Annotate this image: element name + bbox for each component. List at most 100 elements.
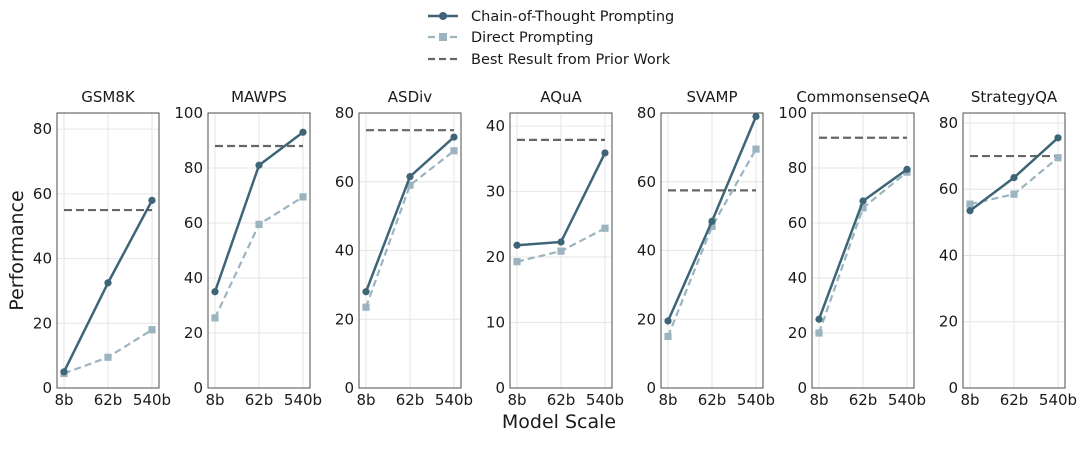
panel-frame-svamp: [660, 112, 764, 389]
panel-title-mawps: MAWPS: [231, 88, 287, 106]
x-tick-label-commonsenseqa-8b: 8b: [809, 391, 828, 409]
y-tick-label-mawps-40: 40: [184, 269, 203, 287]
x-tick-label-aqua-8b: 8b: [507, 391, 526, 409]
x-tick-label-strategyqa-62b: 62b: [1000, 391, 1029, 409]
data-point-cot-commonsenseqa-540b: [903, 165, 911, 173]
data-point-direct-aqua-62b: [557, 247, 565, 255]
y-tick-label-mawps-60: 60: [184, 214, 203, 232]
y-tick-label-svamp-80: 80: [637, 104, 656, 122]
data-point-cot-strategyqa-62b: [1010, 174, 1018, 182]
y-tick-label-gsm8k-40: 40: [33, 250, 52, 268]
data-point-cot-gsm8k-8b: [60, 368, 68, 376]
x-tick-label-strategyqa-8b: 8b: [960, 391, 979, 409]
panel-frame-gsm8k: [56, 112, 160, 389]
data-point-direct-svamp-540b: [752, 145, 760, 153]
y-tick-label-asdiv-60: 60: [335, 173, 354, 191]
x-tick-label-commonsenseqa-62b: 62b: [849, 391, 878, 409]
legend-marker-direct-prompting: [439, 33, 447, 41]
y-tick-label-gsm8k-20: 20: [33, 314, 52, 332]
panel-frame-commonsenseqa: [811, 112, 915, 389]
panel-frame-strategyqa: [962, 112, 1066, 389]
data-point-cot-aqua-62b: [557, 238, 565, 246]
data-point-cot-mawps-8b: [211, 288, 219, 296]
data-point-direct-svamp-62b: [708, 222, 716, 231]
data-point-direct-mawps-62b: [255, 220, 263, 228]
legend-marker-chain-of-thought-prompting: [439, 12, 447, 20]
y-tick-label-asdiv-20: 20: [335, 310, 354, 328]
data-point-cot-mawps-62b: [255, 161, 263, 169]
panel-title-strategyqa: StrategyQA: [971, 88, 1058, 106]
x-tick-label-gsm8k-62b: 62b: [94, 391, 123, 409]
series-line-direct-asdiv: [364, 149, 455, 308]
data-point-direct-aqua-8b: [513, 258, 521, 266]
y-tick-label-strategyqa-20: 20: [939, 313, 958, 331]
panel-title-asdiv: ASDiv: [388, 88, 433, 106]
x-axis-title: Model Scale: [502, 411, 616, 433]
x-tick-label-asdiv-62b: 62b: [396, 391, 425, 409]
data-point-direct-gsm8k-62b: [104, 353, 112, 361]
data-point-direct-svamp-8b: [664, 332, 672, 341]
data-point-cot-commonsenseqa-62b: [859, 197, 867, 205]
y-tick-label-svamp-0: 0: [646, 379, 656, 397]
y-tick-label-mawps-80: 80: [184, 159, 203, 177]
x-tick-label-svamp-8b: 8b: [658, 391, 677, 409]
data-point-direct-strategyqa-62b: [1010, 190, 1018, 198]
y-tick-label-strategyqa-60: 60: [939, 180, 958, 198]
x-tick-label-svamp-62b: 62b: [698, 391, 727, 409]
y-tick-label-commonsenseqa-40: 40: [788, 269, 807, 287]
legend-label-best-result-from-prior-work: Best Result from Prior Work: [471, 52, 671, 68]
y-tick-label-aqua-10: 10: [486, 314, 505, 332]
x-tick-label-aqua-540b: 540b: [586, 391, 624, 409]
y-tick-label-commonsenseqa-0: 0: [797, 379, 807, 397]
x-tick-label-commonsenseqa-540b: 540b: [888, 391, 926, 409]
data-point-cot-mawps-540b: [299, 128, 307, 136]
x-tick-label-asdiv-540b: 540b: [435, 391, 473, 409]
y-tick-label-aqua-20: 20: [486, 248, 505, 266]
panel-title-gsm8k: GSM8K: [81, 88, 136, 106]
data-point-direct-asdiv-540b: [450, 147, 458, 155]
y-tick-label-aqua-30: 30: [486, 183, 505, 201]
legend-label-direct-prompting: Direct Prompting: [471, 30, 593, 46]
y-tick-label-commonsenseqa-60: 60: [788, 214, 807, 232]
y-tick-label-svamp-20: 20: [637, 310, 656, 328]
data-point-direct-strategyqa-8b: [966, 200, 974, 208]
y-tick-label-asdiv-0: 0: [344, 379, 354, 397]
y-tick-label-commonsenseqa-20: 20: [788, 324, 807, 342]
x-tick-label-mawps-62b: 62b: [245, 391, 274, 409]
panel-frame-mawps: [207, 112, 311, 389]
panel-title-svamp: SVAMP: [686, 88, 737, 106]
y-tick-label-mawps-100: 100: [174, 104, 203, 122]
data-point-cot-asdiv-8b: [362, 288, 370, 296]
y-tick-label-svamp-40: 40: [637, 242, 656, 260]
y-tick-label-gsm8k-80: 80: [33, 120, 52, 138]
y-tick-label-asdiv-40: 40: [335, 242, 354, 260]
x-tick-label-strategyqa-540b: 540b: [1039, 391, 1077, 409]
data-point-direct-asdiv-8b: [362, 303, 370, 311]
y-tick-label-mawps-0: 0: [193, 379, 203, 397]
data-point-direct-commonsenseqa-62b: [859, 204, 867, 212]
data-point-cot-strategyqa-540b: [1054, 134, 1062, 142]
x-tick-label-mawps-540b: 540b: [284, 391, 322, 409]
y-tick-label-commonsenseqa-80: 80: [788, 159, 807, 177]
x-tick-label-gsm8k-540b: 540b: [133, 391, 171, 409]
y-axis-title: Performance: [6, 190, 28, 310]
data-point-cot-aqua-540b: [601, 149, 609, 157]
x-tick-label-gsm8k-8b: 8b: [54, 391, 73, 409]
y-tick-label-gsm8k-0: 0: [42, 379, 52, 397]
panel-title-commonsenseqa: CommonsenseQA: [796, 88, 930, 106]
panel-title-aqua: AQuA: [540, 88, 582, 106]
data-point-direct-mawps-540b: [299, 193, 307, 201]
panel-frame-aqua: [509, 112, 613, 389]
data-point-cot-asdiv-62b: [406, 172, 414, 181]
y-tick-label-gsm8k-60: 60: [33, 185, 52, 203]
data-point-direct-aqua-540b: [601, 224, 609, 232]
data-point-direct-asdiv-62b: [406, 181, 414, 189]
data-point-cot-aqua-8b: [513, 241, 521, 249]
series-line-direct-svamp: [666, 148, 757, 337]
y-tick-label-strategyqa-80: 80: [939, 114, 958, 132]
data-point-cot-svamp-62b: [708, 217, 716, 225]
data-point-cot-svamp-8b: [664, 317, 672, 325]
y-tick-label-aqua-40: 40: [486, 117, 505, 135]
data-point-direct-gsm8k-540b: [148, 326, 156, 334]
